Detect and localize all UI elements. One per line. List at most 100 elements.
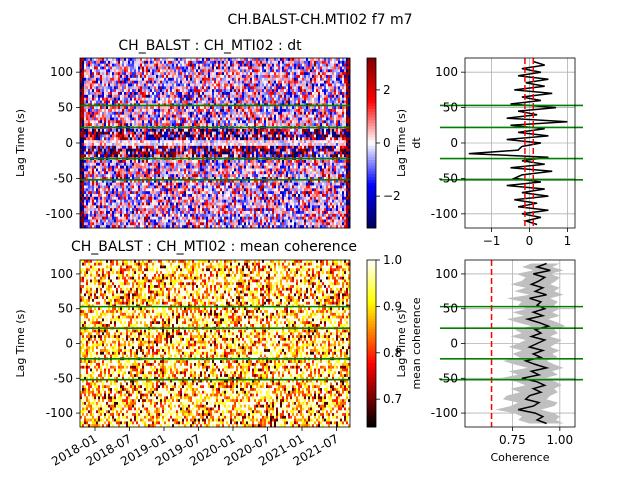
heatmap-cell [80, 205, 83, 209]
heatmap-cell [130, 216, 133, 220]
heatmap-cell [130, 63, 133, 67]
heatmap-cell [104, 162, 107, 167]
heatmap-cell [98, 225, 101, 229]
heatmap-cell [130, 117, 133, 121]
heatmap-cell [84, 89, 87, 93]
heatmap-cell [128, 177, 131, 181]
heatmap-cell [108, 145, 111, 150]
heatmap-cell [124, 60, 127, 65]
heatmap-cell [120, 185, 123, 189]
heatmap-cell [128, 120, 131, 124]
heatmap-cell [88, 208, 91, 212]
heatmap-cell [98, 134, 101, 138]
heatmap-cell [118, 140, 121, 144]
heatmap-cell [116, 162, 119, 167]
heatmap-cell [102, 191, 105, 195]
heatmap-cell [102, 143, 105, 147]
heatmap-cell [112, 80, 115, 84]
heatmap-cell [104, 77, 107, 82]
heatmap-cell [128, 194, 131, 198]
heatmap-cell [88, 100, 91, 104]
heatmap-cell [104, 106, 107, 110]
heatmap-cell [98, 202, 101, 206]
heatmap-cell [94, 191, 97, 195]
heatmap-cell [112, 77, 115, 82]
heatmap-cell [104, 58, 107, 62]
heatmap-cell [80, 123, 83, 127]
heatmap-cell [112, 114, 115, 118]
heatmap-cell [124, 109, 127, 113]
heatmap-cell [98, 80, 101, 84]
heatmap-cell [126, 97, 129, 101]
heatmap-cell [82, 168, 85, 172]
heatmap-cell [120, 191, 123, 195]
heatmap-cell [116, 92, 119, 96]
heatmap-cell [96, 211, 99, 215]
heatmap-cell [90, 92, 93, 96]
heatmap-cell [100, 174, 103, 178]
heatmap-cell [90, 86, 93, 90]
heatmap-cell [126, 171, 129, 175]
heatmap-cell [102, 202, 105, 206]
heatmap-cell [100, 77, 103, 82]
heatmap-cell [98, 111, 101, 116]
heatmap-cell [82, 128, 85, 133]
heatmap-cell [122, 58, 125, 62]
heatmap-cell [132, 75, 135, 79]
heatmap-cell [110, 148, 113, 152]
heatmap-cell [90, 72, 93, 76]
heatmap-cell [126, 151, 129, 155]
heatmap-cell [98, 199, 101, 203]
heatmap-cell [116, 114, 119, 118]
heatmap-cell [112, 216, 115, 220]
heatmap-cell [90, 137, 93, 141]
heatmap-cell [106, 162, 109, 167]
heatmap-cell [86, 148, 89, 152]
heatmap-cell [96, 94, 99, 99]
heatmap-cell [92, 94, 95, 99]
heatmap-cell [122, 69, 125, 73]
heatmap-cell [110, 162, 113, 167]
heatmap-cell [94, 114, 97, 118]
heatmap-cell [122, 151, 125, 155]
heatmap-cell [132, 83, 135, 87]
heatmap-cell [106, 222, 109, 226]
heatmap-cell [82, 83, 85, 87]
heatmap-cell [88, 222, 91, 226]
heatmap-cell [80, 199, 83, 203]
heatmap-cell [98, 211, 101, 215]
heatmap-cell [88, 151, 91, 155]
heatmap-cell [98, 72, 101, 76]
heatmap-cell [96, 219, 99, 223]
heatmap-cell [112, 134, 115, 138]
heatmap-cell [92, 114, 95, 118]
heatmap-cell [122, 75, 125, 79]
heatmap-cell [124, 211, 127, 215]
heatmap-cell [110, 86, 113, 90]
heatmap-cell [104, 225, 107, 229]
heatmap-cell [80, 171, 83, 175]
heatmap-cell [100, 213, 103, 218]
heatmap-cell [130, 151, 133, 155]
heatmap-cell [82, 109, 85, 113]
heatmap-cell [116, 143, 119, 147]
heatmap-cell [104, 145, 107, 150]
heatmap-cell [88, 80, 91, 84]
heatmap-cell [108, 191, 111, 195]
heatmap-cell [106, 148, 109, 152]
heatmap-cell [134, 109, 137, 113]
heatmap-cell [96, 77, 99, 82]
heatmap-cell [126, 111, 129, 116]
heatmap-cell [106, 120, 109, 124]
heatmap-cell [116, 58, 119, 62]
heatmap-cell [100, 83, 103, 87]
heatmap-cell [80, 165, 83, 169]
heatmap-cell [118, 128, 121, 133]
heatmap-cell [128, 160, 131, 164]
heatmap-cell [104, 213, 107, 218]
heatmap-cell [106, 75, 109, 79]
heatmap-cell [102, 162, 105, 167]
heatmap-cell [80, 143, 83, 147]
heatmap-cell [80, 188, 83, 192]
heatmap-cell [98, 131, 101, 135]
